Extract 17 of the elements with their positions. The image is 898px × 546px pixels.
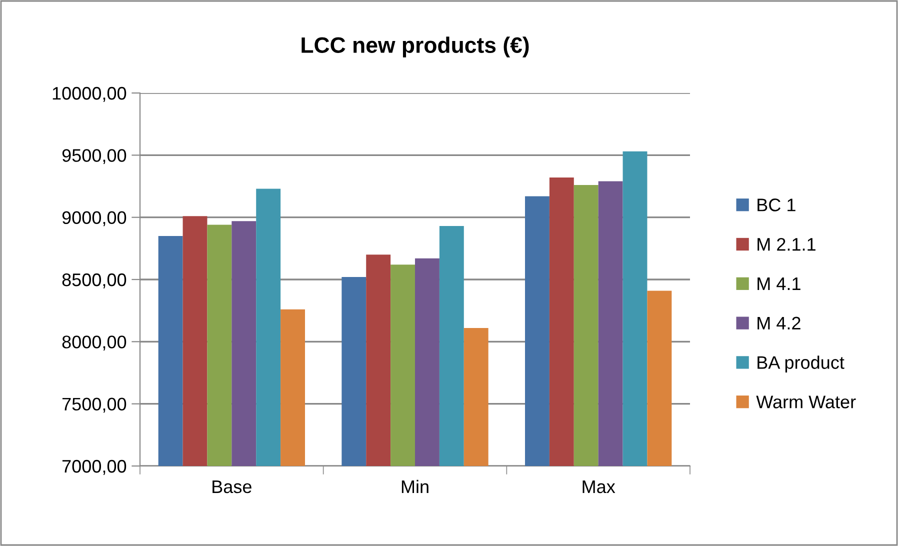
x-tick-label: Base (212, 480, 252, 494)
y-tick-label: 10000,00 (52, 86, 126, 102)
y-tick-label: 8000,00 (62, 336, 126, 351)
x-tick-label: Max (582, 480, 616, 494)
chart-title: LCC new products (€) (302, 36, 529, 58)
legend-label: BC 1 (758, 198, 796, 212)
legend-label: BA product (758, 356, 844, 373)
y-tick-label: 8500,00 (62, 273, 126, 288)
legend-label: Warm Water (756, 396, 856, 408)
y-tick-label: 7000,00 (62, 460, 126, 475)
legend-label: M 2.1.1 (758, 238, 816, 251)
y-tick-label: 9500,00 (62, 149, 126, 164)
legend-label: M 4.1 (758, 278, 800, 290)
y-tick-label: 7500,00 (62, 398, 126, 413)
y-tick-label: 9000,00 (62, 211, 126, 226)
x-tick-label: Min (402, 480, 428, 493)
legend-label: M 4.2 (758, 316, 800, 330)
